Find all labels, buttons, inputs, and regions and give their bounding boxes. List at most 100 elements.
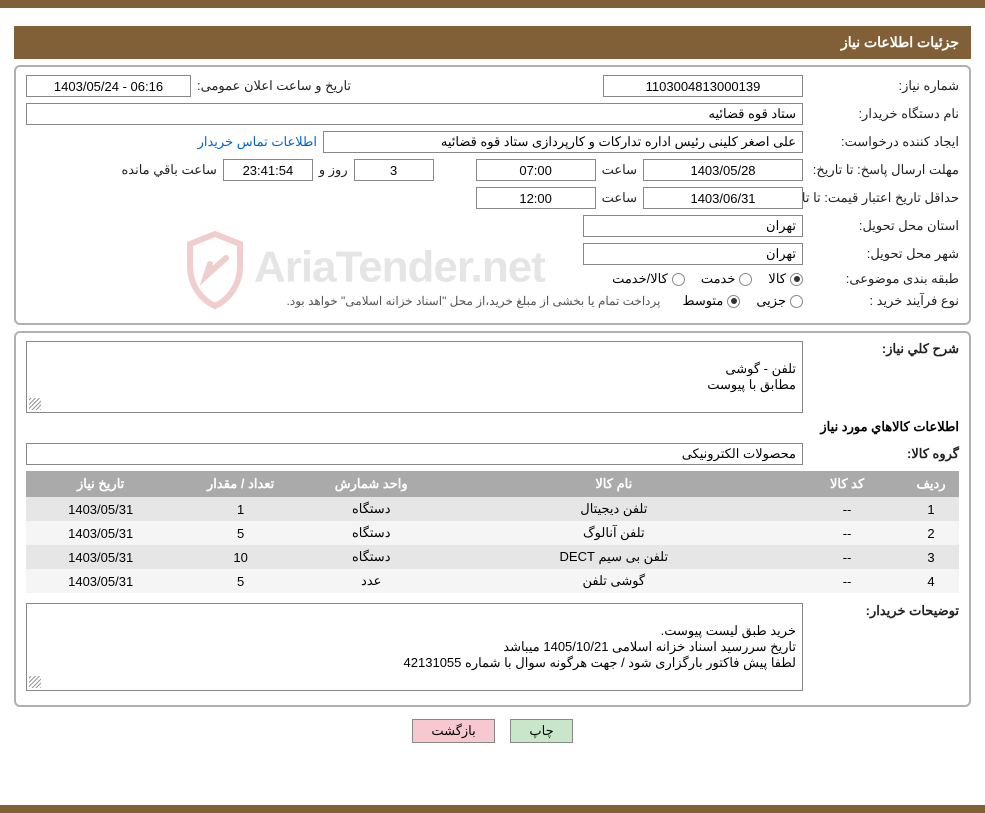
table-cell: 10	[175, 545, 306, 569]
label-subject: طبقه بندی موضوعی:	[809, 271, 959, 287]
row-summary: شرح کلي نياز: تلفن - گوشی مطابق با پیوست	[26, 341, 959, 413]
table-cell: --	[791, 569, 903, 593]
top-brown-bar	[0, 0, 985, 8]
row-subject-class: طبقه بندی موضوعی: کالا خدمت کالا/خدمت	[26, 271, 959, 287]
value-price-validity-date: 1403/06/31	[643, 187, 803, 209]
resize-handle-icon[interactable]	[29, 676, 41, 688]
value-goods-group: محصولات الکترونیکی	[26, 443, 803, 465]
value-requester: علی اصغر کلینی رئیس اداره تدارکات و کارپ…	[323, 131, 803, 153]
table-cell: 5	[175, 521, 306, 545]
row-buyer-org: نام دستگاه خریدار: ستاد قوه قضائیه	[26, 103, 959, 125]
table-cell: 1403/05/31	[26, 545, 175, 569]
value-buyer-org: ستاد قوه قضائیه	[26, 103, 803, 125]
info-box: شماره نیاز: 1103004813000139 تاریخ و ساع…	[14, 65, 971, 325]
label-hours-remaining: ساعت باقي مانده	[121, 162, 216, 178]
radio-circle-medium	[727, 295, 740, 308]
table-header-row: ردیف کد کالا نام کالا واحد شمارش تعداد /…	[26, 471, 959, 497]
summary-text: تلفن - گوشی مطابق با پیوست	[707, 361, 796, 392]
value-announce: 1403/05/24 - 06:16	[26, 75, 191, 97]
th-name: نام کالا	[437, 471, 792, 497]
table-cell: 1403/05/31	[26, 497, 175, 521]
value-remaining-time: 23:41:54	[223, 159, 313, 181]
label-hour2: ساعت	[602, 190, 637, 206]
label-need-no: شماره نیاز:	[809, 78, 959, 94]
th-row: ردیف	[903, 471, 959, 497]
radio-circle-service	[739, 273, 752, 286]
table-cell: 5	[175, 569, 306, 593]
row-need-no: شماره نیاز: 1103004813000139 تاریخ و ساع…	[26, 75, 959, 97]
table-cell: 1403/05/31	[26, 569, 175, 593]
radio-label-medium: متوسط	[682, 293, 723, 309]
row-province: استان محل تحویل: تهران	[26, 215, 959, 237]
row-goods-group: گروه کالا: محصولات الکترونیکی	[26, 443, 959, 465]
radio-service[interactable]: خدمت	[701, 271, 753, 287]
subject-radio-group: کالا خدمت کالا/خدمت	[612, 271, 803, 287]
table-cell: تلفن آنالوگ	[437, 521, 792, 545]
buyer-notes-textarea[interactable]: خرید طبق لیست پیوست. تاریخ سررسید اسناد …	[26, 603, 803, 691]
value-need-no: 1103004813000139	[603, 75, 803, 97]
row-price-validity: حداقل تاریخ اعتبار قیمت: تا تاریخ: 1403/…	[26, 187, 959, 209]
page-header: جزئیات اطلاعات نیاز	[14, 26, 971, 59]
th-qty: تعداد / مقدار	[175, 471, 306, 497]
label-province: استان محل تحویل:	[809, 218, 959, 234]
radio-circle-gs	[672, 273, 685, 286]
table-cell: دستگاه	[306, 497, 437, 521]
table-cell: 4	[903, 569, 959, 593]
table-cell: --	[791, 497, 903, 521]
table-cell: گوشی تلفن	[437, 569, 792, 593]
table-cell: --	[791, 521, 903, 545]
radio-circle-partial	[790, 295, 803, 308]
value-price-validity-time: 12:00	[476, 187, 596, 209]
table-row: 2--تلفن آنالوگدستگاه51403/05/31	[26, 521, 959, 545]
table-cell: --	[791, 545, 903, 569]
resize-handle-icon[interactable]	[29, 398, 41, 410]
label-days-and: روز و	[319, 162, 348, 178]
table-cell: دستگاه	[306, 545, 437, 569]
label-price-validity: حداقل تاریخ اعتبار قیمت: تا تاریخ:	[809, 190, 959, 206]
table-cell: 3	[903, 545, 959, 569]
table-cell: 1403/05/31	[26, 521, 175, 545]
radio-label-goods: کالا	[768, 271, 786, 287]
back-button[interactable]: بازگشت	[412, 719, 494, 743]
value-province: تهران	[583, 215, 803, 237]
radio-circle-goods	[790, 273, 803, 286]
radio-goods[interactable]: کالا	[768, 271, 803, 287]
link-buyer-contact[interactable]: اطلاعات تماس خریدار	[198, 134, 317, 150]
row-purchase-type: نوع فرآیند خرید : جزیی متوسط پرداخت تمام…	[26, 293, 959, 309]
label-buyer-org: نام دستگاه خریدار:	[809, 106, 959, 122]
th-code: کد کالا	[791, 471, 903, 497]
page-title: جزئیات اطلاعات نیاز	[841, 34, 959, 50]
label-requester: ایجاد کننده درخواست:	[809, 134, 959, 150]
table-cell: 2	[903, 521, 959, 545]
table-cell: 1	[175, 497, 306, 521]
row-buyer-notes: توضيحات خریدار: خرید طبق لیست پیوست. تار…	[26, 603, 959, 691]
purchase-notice: پرداخت تمام یا بخشی از مبلغ خرید،از محل …	[287, 294, 661, 308]
label-announce: تاریخ و ساعت اعلان عمومی:	[197, 78, 351, 94]
label-goods-group: گروه کالا:	[809, 446, 959, 462]
items-table: ردیف کد کالا نام کالا واحد شمارش تعداد /…	[26, 471, 959, 593]
table-cell: دستگاه	[306, 521, 437, 545]
row-requester: ایجاد کننده درخواست: علی اصغر کلینی رئیس…	[26, 131, 959, 153]
th-date: تاريخ نياز	[26, 471, 175, 497]
value-remaining-days: 3	[354, 159, 434, 181]
items-header: اطلاعات کالاهاي مورد نياز	[26, 419, 959, 435]
label-city: شهر محل تحویل:	[809, 246, 959, 262]
label-deadline: مهلت ارسال پاسخ: تا تاریخ:	[809, 162, 959, 178]
th-unit: واحد شمارش	[306, 471, 437, 497]
table-cell: 1	[903, 497, 959, 521]
value-deadline-time: 07:00	[476, 159, 596, 181]
summary-textarea[interactable]: تلفن - گوشی مطابق با پیوست	[26, 341, 803, 413]
buttons-row: چاپ بازگشت	[0, 719, 985, 743]
purchase-radio-group: جزیی متوسط	[682, 293, 803, 309]
table-row: 4--گوشی تلفنعدد51403/05/31	[26, 569, 959, 593]
radio-partial[interactable]: جزیی	[756, 293, 803, 309]
radio-medium[interactable]: متوسط	[682, 293, 740, 309]
bottom-brown-bar	[0, 805, 985, 813]
table-row: 3--تلفن بی سیم DECTدستگاه101403/05/31	[26, 545, 959, 569]
label-buyer-notes: توضيحات خریدار:	[809, 603, 959, 619]
radio-goods-service[interactable]: کالا/خدمت	[612, 271, 685, 287]
print-button[interactable]: چاپ	[510, 719, 572, 743]
table-cell: تلفن دیجیتال	[437, 497, 792, 521]
label-purchase: نوع فرآیند خرید :	[809, 293, 959, 309]
value-city: تهران	[583, 243, 803, 265]
